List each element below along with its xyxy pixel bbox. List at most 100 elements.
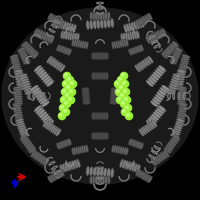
Ellipse shape: [150, 33, 155, 42]
Ellipse shape: [169, 60, 177, 64]
Ellipse shape: [157, 30, 162, 39]
Ellipse shape: [174, 127, 182, 131]
Ellipse shape: [102, 112, 104, 120]
Ellipse shape: [36, 154, 42, 161]
Ellipse shape: [138, 45, 142, 52]
Ellipse shape: [60, 20, 65, 29]
Ellipse shape: [126, 24, 130, 32]
Ellipse shape: [158, 65, 166, 72]
Ellipse shape: [49, 57, 54, 64]
Ellipse shape: [137, 170, 142, 177]
Ellipse shape: [111, 88, 118, 90]
Ellipse shape: [174, 87, 183, 90]
Ellipse shape: [60, 46, 63, 53]
Ellipse shape: [64, 163, 69, 172]
Ellipse shape: [48, 124, 54, 131]
Ellipse shape: [51, 174, 56, 181]
Ellipse shape: [179, 65, 187, 69]
Ellipse shape: [110, 102, 117, 104]
Ellipse shape: [79, 146, 83, 154]
Ellipse shape: [103, 168, 107, 177]
Ellipse shape: [48, 176, 52, 183]
Ellipse shape: [150, 121, 155, 128]
Ellipse shape: [95, 12, 98, 20]
Ellipse shape: [58, 142, 62, 149]
Circle shape: [125, 112, 133, 120]
Ellipse shape: [37, 94, 45, 100]
Ellipse shape: [137, 141, 140, 148]
Ellipse shape: [165, 146, 172, 151]
Ellipse shape: [181, 57, 190, 60]
Ellipse shape: [148, 13, 152, 20]
Ellipse shape: [86, 20, 90, 30]
Ellipse shape: [173, 129, 181, 133]
Ellipse shape: [177, 116, 185, 119]
Ellipse shape: [34, 152, 40, 160]
Ellipse shape: [130, 48, 134, 55]
Ellipse shape: [63, 31, 66, 39]
Ellipse shape: [29, 148, 36, 153]
Circle shape: [117, 90, 119, 92]
Ellipse shape: [133, 140, 137, 147]
Ellipse shape: [151, 74, 159, 80]
Ellipse shape: [178, 95, 186, 99]
Ellipse shape: [98, 72, 100, 80]
Ellipse shape: [132, 31, 135, 40]
Ellipse shape: [148, 122, 154, 130]
Ellipse shape: [162, 151, 167, 158]
Ellipse shape: [142, 60, 148, 67]
Ellipse shape: [177, 118, 185, 123]
Ellipse shape: [130, 139, 134, 146]
Ellipse shape: [149, 76, 157, 83]
Ellipse shape: [13, 89, 22, 92]
Ellipse shape: [20, 76, 28, 80]
Ellipse shape: [123, 147, 127, 155]
Ellipse shape: [85, 145, 88, 152]
Ellipse shape: [106, 132, 108, 140]
Ellipse shape: [155, 31, 160, 40]
Ellipse shape: [68, 138, 72, 145]
Ellipse shape: [115, 41, 119, 48]
Ellipse shape: [86, 166, 90, 176]
Ellipse shape: [82, 88, 89, 90]
Ellipse shape: [168, 88, 176, 92]
Ellipse shape: [107, 176, 110, 184]
Ellipse shape: [172, 137, 179, 142]
Ellipse shape: [100, 176, 103, 184]
Circle shape: [124, 104, 132, 112]
Ellipse shape: [134, 31, 137, 39]
Ellipse shape: [14, 102, 23, 106]
Ellipse shape: [72, 24, 76, 33]
Ellipse shape: [56, 129, 61, 136]
Ellipse shape: [177, 70, 186, 73]
Ellipse shape: [170, 138, 178, 144]
Ellipse shape: [56, 44, 60, 51]
Ellipse shape: [69, 161, 73, 170]
Circle shape: [122, 88, 130, 96]
Ellipse shape: [55, 17, 59, 24]
Ellipse shape: [178, 91, 187, 94]
Ellipse shape: [154, 156, 160, 164]
Ellipse shape: [41, 114, 49, 120]
Circle shape: [62, 80, 70, 88]
Ellipse shape: [175, 48, 183, 52]
Ellipse shape: [44, 159, 49, 166]
Ellipse shape: [170, 58, 178, 63]
Ellipse shape: [82, 92, 90, 94]
Ellipse shape: [110, 100, 117, 102]
Ellipse shape: [63, 140, 67, 147]
Circle shape: [70, 90, 72, 92]
Ellipse shape: [22, 138, 30, 144]
Ellipse shape: [34, 65, 42, 72]
Ellipse shape: [178, 70, 186, 74]
Ellipse shape: [155, 69, 163, 76]
Ellipse shape: [15, 77, 24, 81]
Ellipse shape: [94, 52, 96, 60]
Ellipse shape: [43, 116, 51, 123]
Ellipse shape: [32, 52, 39, 59]
Ellipse shape: [129, 162, 133, 171]
Ellipse shape: [52, 60, 58, 67]
Ellipse shape: [119, 40, 123, 48]
Ellipse shape: [146, 14, 151, 21]
Ellipse shape: [67, 32, 71, 40]
